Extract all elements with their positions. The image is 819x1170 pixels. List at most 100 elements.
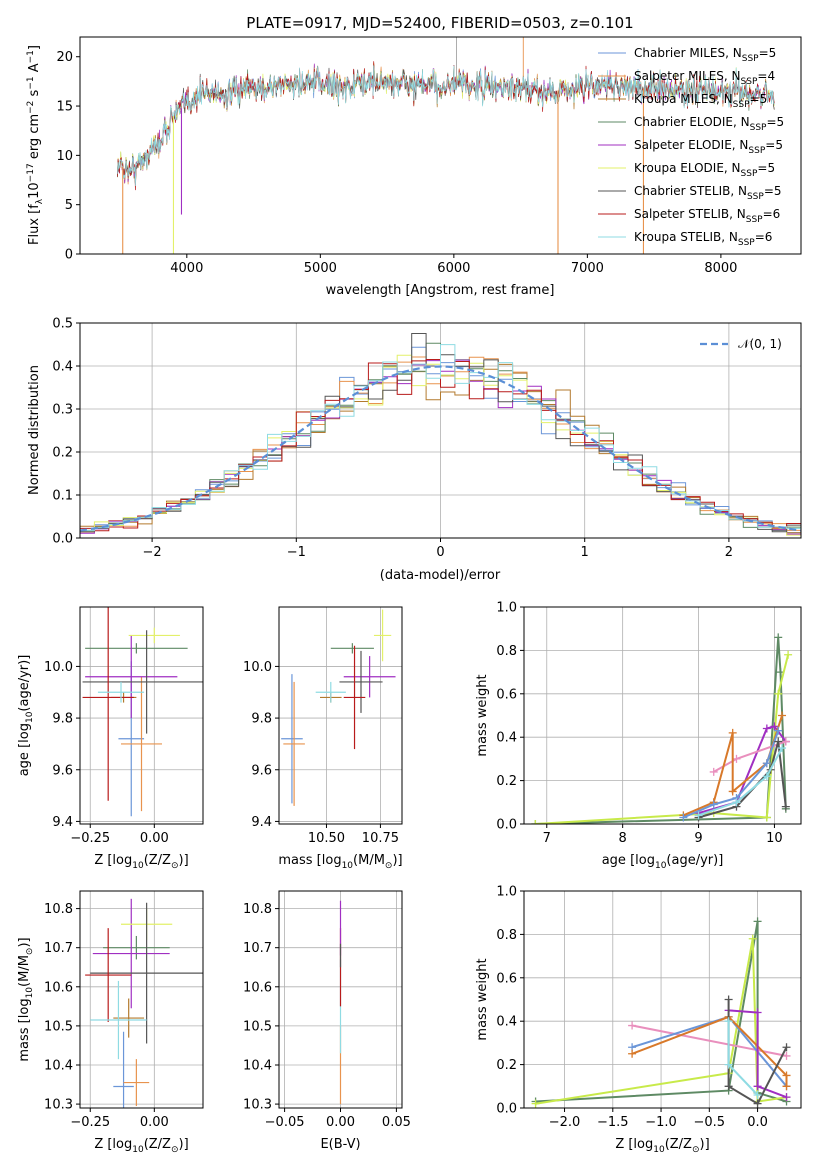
y-tick-label: 0.4: [496, 1015, 517, 1030]
weight-marker: [778, 744, 787, 753]
gridlines: [80, 891, 203, 1108]
y-tick-label: 10.0: [243, 660, 272, 675]
weight-marker: [753, 1008, 762, 1017]
weight-marker: [724, 1017, 733, 1026]
age-vs-metallicity-panel: −0.25 0.00 9.4 9.6 9.8 10.0 Z [log10(Z/Z⊙)] age…: [17, 606, 204, 871]
weight-marker: [784, 650, 793, 659]
x-tick-label: 8000: [704, 261, 737, 276]
weight-marker: [753, 917, 762, 926]
residual-histogram-panel: −2 −1 0 1 2 0.0 0.1 0.2 0.3 0.4 0.5 (data-model)/er…: [27, 317, 802, 583]
y-tick-label: 0.2: [496, 1058, 517, 1073]
axes-frame: [278, 606, 403, 825]
plot-area: [82, 607, 203, 817]
x-tick-label: 10.50: [308, 831, 345, 846]
x-tick-label: −0.25: [70, 1115, 110, 1130]
y-tick-label: 0.8: [496, 644, 517, 659]
mass-vs-metallicity-panel: −0.25 0.00 10.3 10.4 10.5 10.6 10.7 10.8 Z [log1…: [17, 890, 204, 1155]
legend-entry: Chabrier MILES, NSSP=5: [634, 46, 776, 64]
y-tick-label: 5: [65, 198, 73, 213]
legend-entry: Chabrier STELIB, NSSP=5: [634, 184, 782, 202]
weight-marker: [774, 737, 783, 746]
x-tick-label: 0.00: [326, 1115, 355, 1130]
axes-frame: [523, 890, 802, 1109]
x-tick-label: 1: [581, 545, 589, 560]
age-vs-mass-panel: 10.50 10.75 9.4 9.6 9.8 10.0 mass [log10(M/M⊙)…: [243, 606, 403, 871]
y-tick-label: 10.3: [243, 1098, 272, 1113]
legend-entry: Salpeter STELIB, NSSP=6: [634, 207, 780, 225]
x-tick-label: 0: [436, 545, 444, 560]
weight-marker: [782, 1071, 791, 1080]
x-tick-label: −0.05: [265, 1115, 305, 1130]
x-tick-label: −0.5: [694, 1115, 726, 1130]
y-tick-label: 9.4: [251, 815, 272, 830]
x-tick-label: 5000: [304, 261, 337, 276]
x-tick-label: 8: [619, 831, 627, 846]
y-axis-label: Flux [fλ10−17 erg cm−2 s−1 A−1]: [26, 45, 45, 245]
x-tick-label: 10: [766, 831, 783, 846]
weight-marker: [782, 1093, 791, 1102]
plot-area: [80, 333, 801, 536]
weight-marker: [774, 633, 783, 642]
weight-marker: [724, 1082, 733, 1091]
x-tick-label: 9: [694, 831, 702, 846]
gridlines: [279, 607, 402, 824]
gridlines: [524, 606, 801, 825]
y-axis-label: mass weight: [475, 958, 490, 1040]
y-axis-label: age [log10(age/yr)]: [17, 655, 35, 777]
weight-marker: [748, 934, 757, 943]
x-tick-label: −2.0: [549, 1115, 581, 1130]
y-tick-label: 10.7: [243, 941, 272, 956]
y-tick-label: 9.6: [52, 763, 73, 778]
weight-marker: [531, 820, 540, 824]
x-axis-label: mass [log10(M/M⊙)]: [278, 853, 402, 871]
gridlines: [524, 890, 801, 1109]
axes-frame: [79, 890, 204, 1109]
y-tick-label: 0.5: [52, 317, 73, 332]
y-tick-label: 0.3: [52, 403, 73, 418]
x-tick-label: −1: [287, 545, 306, 560]
x-tick-label: 6000: [437, 261, 470, 276]
y-tick-label: 9.8: [52, 712, 73, 727]
y-tick-label: 0.2: [52, 446, 73, 461]
weight-marker: [732, 798, 741, 807]
legend: Chabrier MILES, NSSP=5 Salpeter MILES, NS…: [598, 46, 784, 248]
plot-area: [117, 37, 775, 254]
y-tick-label: 0.6: [496, 687, 517, 702]
weight-line: [535, 637, 787, 824]
y-tick-label: 10.6: [44, 980, 73, 995]
x-tick-label: 7: [543, 831, 551, 846]
legend-entry: Kroupa ELODIE, NSSP=5: [634, 161, 775, 179]
legend-entry: Chabrier ELODIE, NSSP=5: [634, 115, 784, 133]
plot-area: [85, 898, 203, 1108]
y-axis-label: mass [log10(M/M⊙)]: [17, 937, 35, 1061]
weight-line: [698, 747, 783, 817]
y-tick-label: 10: [56, 149, 73, 164]
weight-marker: [724, 995, 733, 1004]
y-tick-label: 0.4: [496, 731, 517, 746]
normal-curve: [80, 365, 801, 532]
x-axis-label: Z [log10(Z/Z⊙)]: [94, 853, 188, 871]
y-tick-label: 10.4: [243, 1058, 272, 1073]
mass-weight-vs-metallicity-panel: −2.0 −1.5 −1.0 −0.5 0.0 0.0 0.2 0.4 0.6 0.8 1.0 Z […: [475, 885, 802, 1155]
weight-line: [728, 1009, 787, 1099]
weight-marker: [679, 813, 688, 822]
x-axis-label: Z [log10(Z/Z⊙)]: [94, 1137, 188, 1155]
legend-entry: Salpeter ELODIE, NSSP=5: [634, 138, 783, 156]
y-tick-label: 10.6: [243, 980, 272, 995]
weight-marker: [782, 1051, 791, 1060]
y-tick-label: 10.4: [44, 1058, 73, 1073]
weight-marker: [728, 728, 737, 737]
weight-marker: [782, 1082, 791, 1091]
weight-marker: [709, 800, 718, 809]
x-tick-label: 0.00: [140, 831, 169, 846]
x-tick-label: −0.25: [70, 831, 110, 846]
legend-entry: Kroupa MILES, NSSP=5: [634, 92, 767, 110]
weight-marker: [774, 689, 783, 698]
weight-marker: [753, 1099, 762, 1108]
weight-marker: [781, 802, 790, 811]
x-axis-label: wavelength [Angstrom, rest frame]: [326, 283, 555, 298]
weight-marker: [628, 1021, 637, 1030]
weight-line: [535, 654, 790, 824]
x-tick-label: 0.0: [747, 1115, 768, 1130]
